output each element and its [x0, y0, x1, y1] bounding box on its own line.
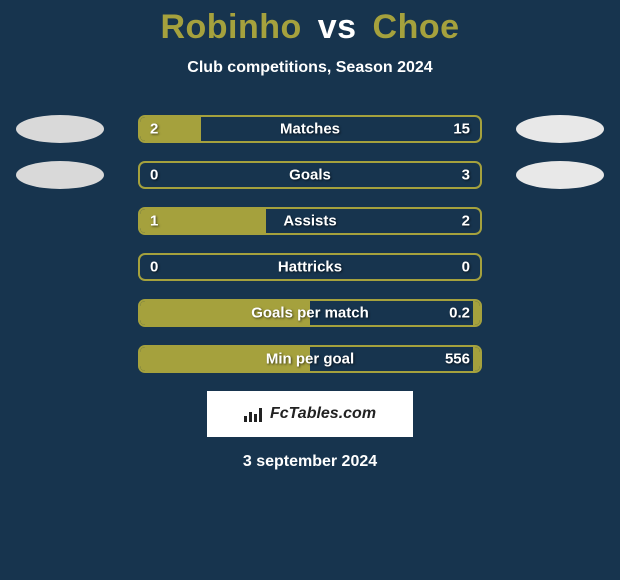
stat-row: Min per goal 556 [0, 345, 620, 373]
stat-bar: Min per goal 556 [138, 345, 482, 373]
stat-row: 2 Matches 15 [0, 115, 620, 143]
stat-value-left: 1 [150, 213, 158, 230]
stat-value-right: 15 [453, 121, 470, 138]
stat-bar: 1 Assists 2 [138, 207, 482, 235]
stat-value-right: 0 [462, 259, 470, 276]
stat-value-right: 2 [462, 213, 470, 230]
stat-label: Min per goal [266, 351, 354, 368]
player1-name: Robinho [160, 8, 301, 46]
stat-label: Goals [289, 167, 331, 184]
stat-rows: 2 Matches 15 0 Goals 3 1 Assists 2 0 Hattricks 0 Goa… [0, 115, 620, 373]
stat-value-left: 2 [150, 121, 158, 138]
bar-fill-right [473, 301, 480, 325]
bar-fill-left [140, 209, 266, 233]
stat-row: Goals per match 0.2 [0, 299, 620, 327]
subtitle: Club competitions, Season 2024 [187, 59, 432, 77]
bar-fill-right [473, 347, 480, 371]
stat-label: Hattricks [278, 259, 342, 276]
date-text: 3 september 2024 [243, 453, 377, 471]
player1-avatar [16, 161, 104, 189]
comparison-card: Robinho vs Choe Club competitions, Seaso… [0, 0, 620, 580]
stat-bar: 0 Goals 3 [138, 161, 482, 189]
brand-text: FcTables.com [270, 405, 376, 423]
stat-value-left: 0 [150, 167, 158, 184]
stat-bar: 0 Hattricks 0 [138, 253, 482, 281]
player2-name: Choe [373, 8, 460, 46]
stat-label: Goals per match [251, 305, 369, 322]
player1-avatar [16, 115, 104, 143]
stat-row: 0 Hattricks 0 [0, 253, 620, 281]
player2-avatar [516, 161, 604, 189]
vs-text: vs [318, 8, 357, 46]
stat-value-right: 3 [462, 167, 470, 184]
stat-label: Matches [280, 121, 340, 138]
stat-value-left: 0 [150, 259, 158, 276]
stat-bar: Goals per match 0.2 [138, 299, 482, 327]
brand-badge: FcTables.com [207, 391, 413, 437]
stat-value-right: 556 [445, 351, 470, 368]
player2-avatar [516, 115, 604, 143]
stat-row: 0 Goals 3 [0, 161, 620, 189]
stat-row: 1 Assists 2 [0, 207, 620, 235]
stat-value-right: 0.2 [449, 305, 470, 322]
stat-label: Assists [283, 213, 336, 230]
stat-bar: 2 Matches 15 [138, 115, 482, 143]
page-title: Robinho vs Choe [160, 8, 459, 47]
brand-chart-icon [244, 406, 264, 422]
